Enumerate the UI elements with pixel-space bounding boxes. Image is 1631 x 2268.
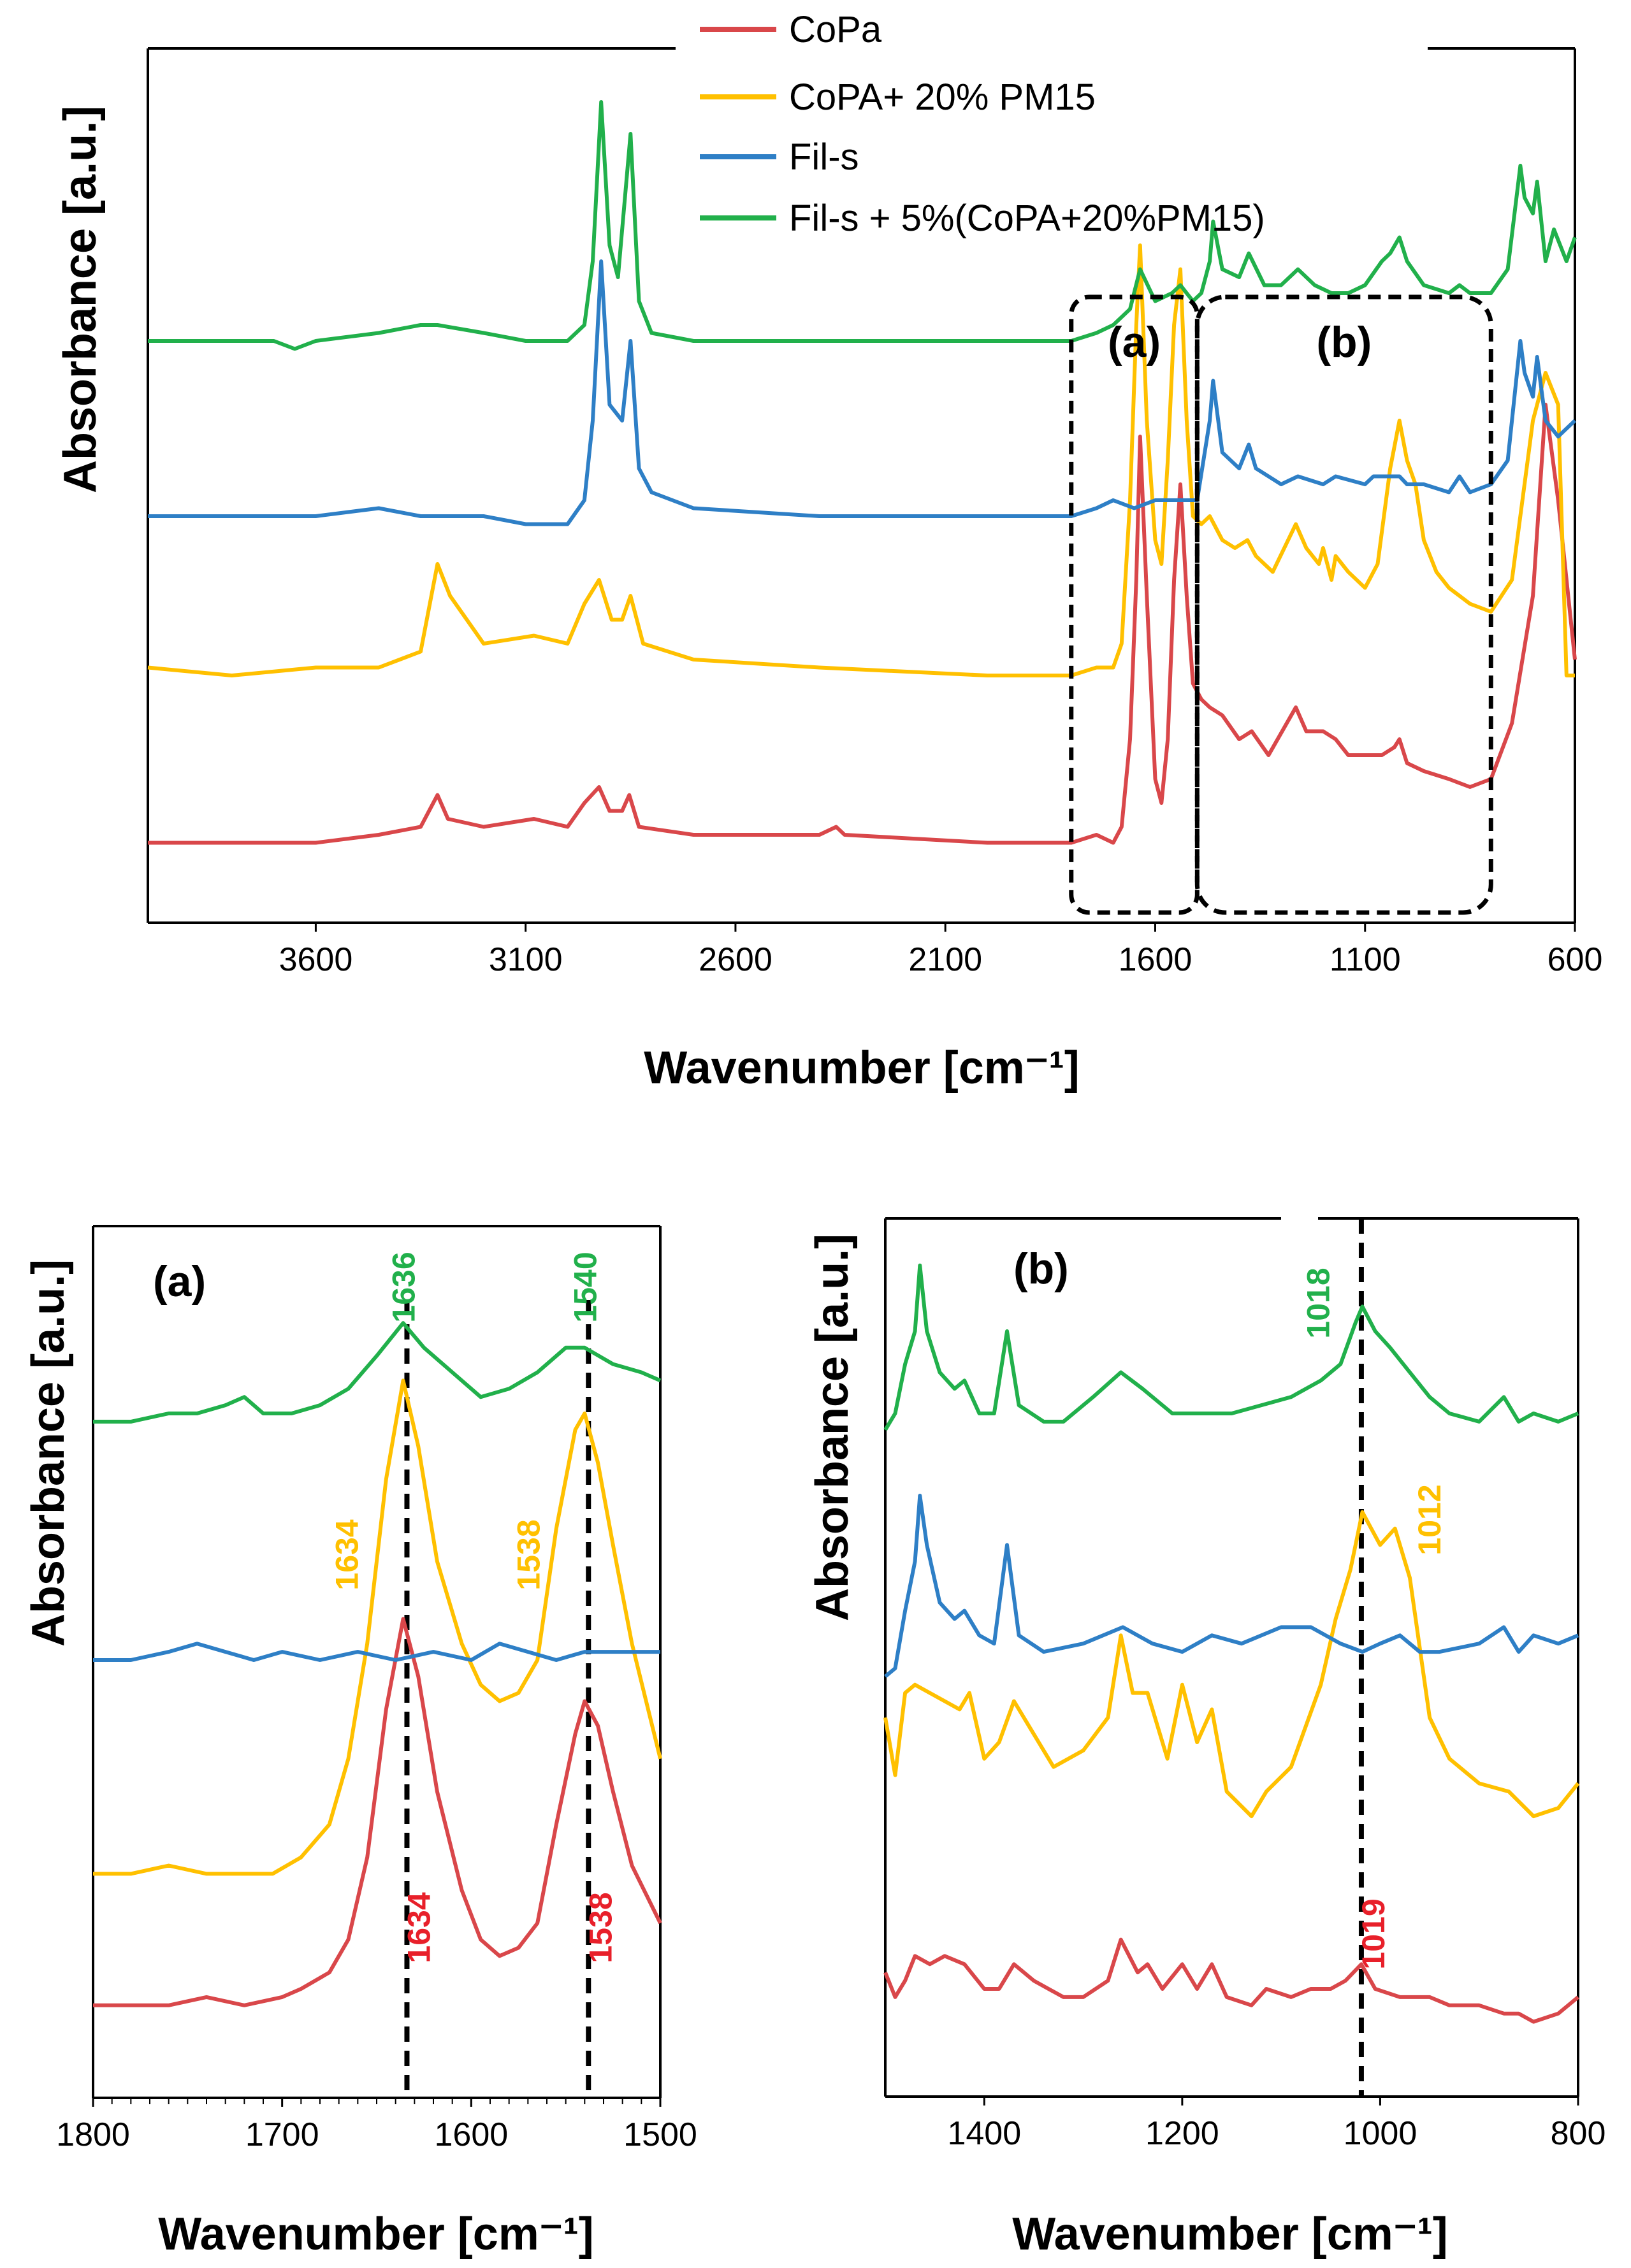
zoom_a-series-copa: [93, 1617, 662, 2007]
legend: CoPa CoPA+ 20% PM15 Fil-s Fil-s + 5%(CoP…: [700, 9, 1265, 239]
zoom-a-annotations: 1636 1540 1634 1538 1634 1538: [329, 1252, 618, 1963]
overview-x-tick-label-2100: 2100: [908, 941, 982, 978]
zoom_b-series-copa: [883, 1937, 1579, 2024]
zoom_a-x-tick-label-1700: 1700: [245, 2116, 319, 2153]
zoom-b-x-ticks: 1400 1200 1000 800: [947, 2097, 1606, 2152]
overview-x-tick-label-3600: 3600: [279, 941, 353, 978]
zoom_a-annotation-1540-1: 1540: [567, 1252, 603, 1322]
overview-series-copa-20-pm15: [147, 243, 1575, 677]
overview-series-fil-s: [148, 259, 1577, 526]
overview-x-ticks: 3600 3100 2600 2100 1600 1100 600: [279, 923, 1603, 978]
legend-label-copa: CoPa: [789, 9, 882, 50]
zoom_a-x-tick-label-1600: 1600: [434, 2116, 508, 2153]
region-label-b: (b): [1316, 318, 1372, 366]
zoom_b-x-tick-label-1200: 1200: [1145, 2115, 1219, 2152]
overview-x-axis-title: Wavenumber [cm⁻¹]: [644, 1043, 1079, 1094]
zoom_a-series-copa-20-pm15: [93, 1378, 662, 1876]
legend-label-fil-s: Fil-s: [789, 136, 859, 178]
zoom_b-x-tick-label-800: 800: [1551, 2115, 1606, 2152]
zoom_b-x-tick-label-1400: 1400: [947, 2115, 1021, 2152]
overview-x-tick-label-3100: 3100: [489, 941, 563, 978]
overview-x-tick-label-2600: 2600: [699, 941, 772, 978]
zoom_a-x-tick-label-1500: 1500: [623, 2116, 697, 2153]
overview-series: [147, 100, 1577, 845]
region-label-a: (a): [1108, 318, 1161, 366]
zoom-a-x-axis-title: Wavenumber [cm⁻¹]: [158, 2209, 593, 2260]
zoom-b-annotations: 1018 1012 1019: [1300, 1268, 1447, 1969]
overview-chart: 3600 3100 2600 2100 1600 1100 600 (a) (b) CoPa…: [55, 9, 1602, 1094]
overview-x-tick-label-1100: 1100: [1330, 941, 1401, 978]
overview-x-tick-label-600: 600: [1548, 941, 1603, 978]
zoom-b-y-axis-title: Absorbance [a.u.]: [807, 1234, 858, 1621]
zoom_a-annotation-1538-5: 1538: [583, 1892, 618, 1963]
zoom-chart-b: 1400 1200 1000 800 1018 1012 1019 (b) Wavenum…: [807, 1217, 1606, 2260]
zoom_b-series-fil-s-5-copa-20-pm15: [883, 1263, 1579, 1431]
legend-label-fil-s-blend: Fil-s + 5%(CoPA+20%PM15): [789, 198, 1265, 239]
overview-y-axis-title: Absorbance [a.u.]: [55, 106, 106, 493]
zoom_a-annotation-1538-3: 1538: [511, 1519, 546, 1590]
zoom_b-annotation-1018-0: 1018: [1300, 1268, 1336, 1338]
region-box-b: [1194, 294, 1493, 915]
legend-label-copa-pm15: CoPA+ 20% PM15: [789, 76, 1096, 118]
overview-x-tick-label-1600: 1600: [1119, 941, 1192, 978]
region-box-a: [1069, 294, 1200, 915]
zoom-a-series: [93, 1321, 662, 2007]
zoom_b-series-fil-s: [884, 1494, 1579, 1679]
zoom-a-y-axis-title: Absorbance [a.u.]: [23, 1259, 74, 1647]
zoom_b-annotation-1019-2: 1019: [1356, 1898, 1391, 1969]
zoom-b-x-axis-title: Wavenumber [cm⁻¹]: [1012, 2209, 1447, 2260]
zoom-chart-a: 1800 1700 1600 1500 1636 1540 1634 1538 1634 153…: [23, 1225, 697, 2260]
zoom_a-annotation-1634-2: 1634: [329, 1519, 365, 1590]
zoom_a-series-fil-s-5-copa-20-pm15: [93, 1321, 662, 1424]
zoom-b-panel-label: (b): [1013, 1245, 1069, 1293]
zoom_b-series-copa-20-pm15: [883, 1510, 1580, 1819]
overview-series-copa: [148, 403, 1577, 845]
zoom_a-series-fil-s: [93, 1642, 660, 1662]
zoom-a-x-ticks: 1800 1700 1600 1500: [56, 2098, 697, 2153]
zoom_b-x-tick-label-1000: 1000: [1344, 2115, 1417, 2152]
overview-series-fil-s-5-copa-20-pm15: [148, 100, 1577, 351]
zoom_a-annotation-1636-0: 1636: [386, 1252, 422, 1322]
zoom_b-annotation-1012-1: 1012: [1412, 1484, 1447, 1555]
zoom_a-annotation-1634-4: 1634: [401, 1892, 437, 1963]
zoom_a-x-tick-label-1800: 1800: [56, 2116, 130, 2153]
zoom-a-panel-label: (a): [153, 1257, 206, 1306]
zoom-b-series: [883, 1263, 1580, 2024]
